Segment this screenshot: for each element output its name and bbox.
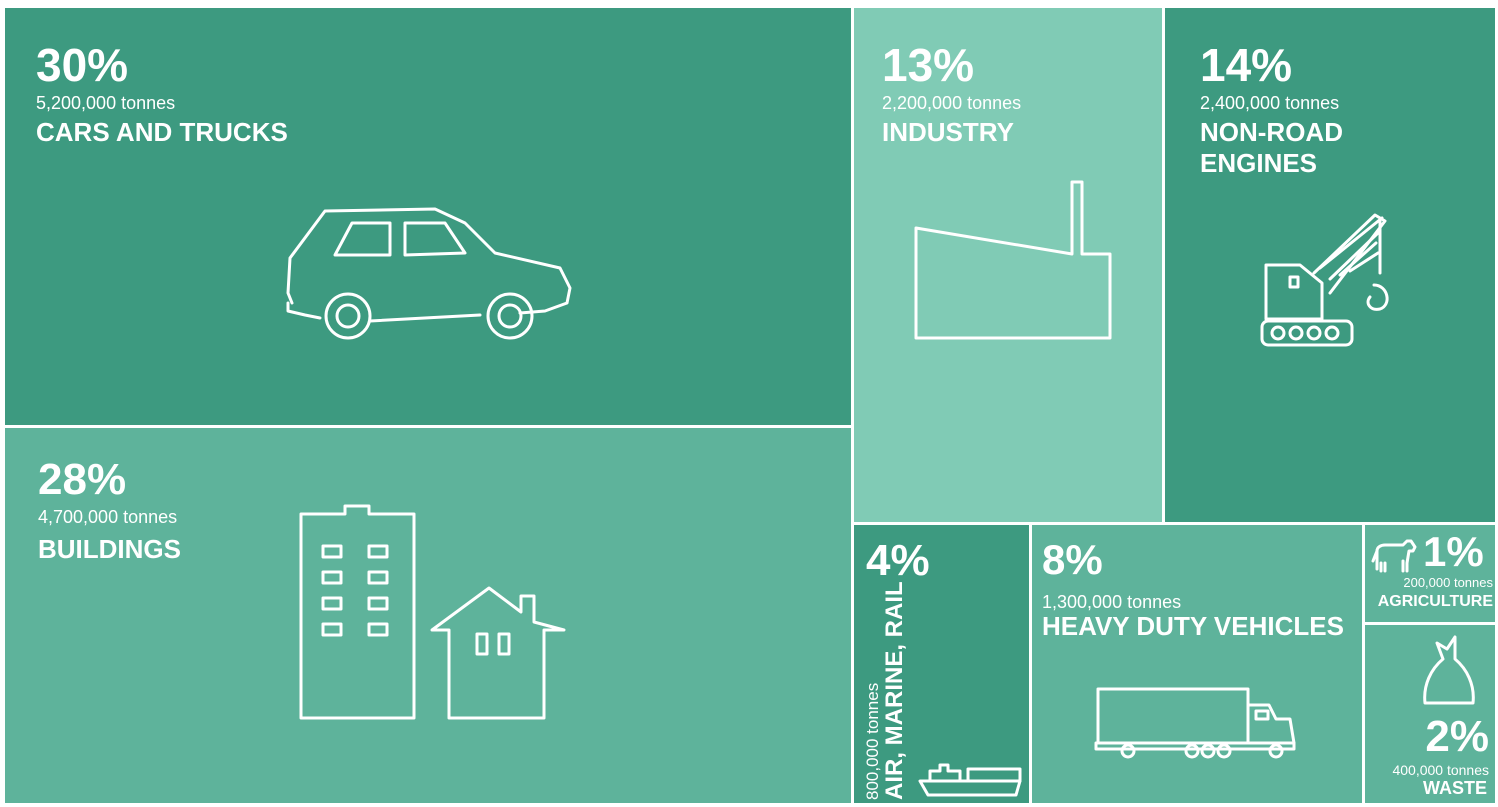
buildings-icon [299,504,566,720]
crane-icon [1260,213,1389,347]
tile-agriculture: 1% 200,000 tonnes AGRICULTURE [1365,525,1495,622]
category-label: WASTE [1422,778,1487,798]
percent-label: 30% [36,39,129,91]
factory-icon [914,180,1112,340]
garbage-bag-icon [1423,635,1475,705]
percent-label: 1% [1423,528,1484,575]
tonnes-label: 200,000 tonnes [1403,575,1493,590]
truck-icon [1094,687,1296,759]
tile-industry: 13% 2,200,000 tonnes INDUSTRY [854,8,1162,522]
tonnes-label: 1,300,000 tonnes [1042,592,1182,612]
tile-air-marine-rail: 4% 800,000 tonnes AIR, MARINE, RAIL [854,525,1029,803]
ship-icon [918,763,1022,797]
percent-label: 13% [882,39,975,91]
percent-label: 28% [38,455,127,504]
tile-heavy-duty-vehicles: 8% 1,300,000 tonnes HEAVY DUTY VEHICLES [1032,525,1362,803]
tile-cars-and-trucks: 30% 5,200,000 tonnes CARS AND TRUCKS [5,8,851,425]
category-label: INDUSTRY [882,116,1014,147]
tile-non-road-engines: 14% 2,400,000 tonnes NON-ROAD ENGINES [1165,8,1495,522]
percent-label: 8% [1042,536,1103,583]
percent-label: 14% [1200,39,1293,91]
category-label: BUILDINGS [38,533,181,564]
tonnes-label: 2,200,000 tonnes [882,93,1022,113]
percent-label: 4% [866,536,930,585]
category-label: NON-ROAD ENGINES [1200,116,1343,178]
tile-waste: 2% 400,000 tonnes WASTE [1365,625,1495,803]
tonnes-label: 4,700,000 tonnes [38,507,178,527]
percent-label: 2% [1425,712,1489,761]
category-label: HEAVY DUTY VEHICLES [1042,610,1344,641]
tile-buildings: 28% 4,700,000 tonnes BUILDINGS [5,428,851,803]
tonnes-label: 400,000 tonnes [1392,762,1489,778]
tonnes-label: 5,200,000 tonnes [36,93,176,113]
car-icon [286,207,572,340]
category-label: AGRICULTURE [1377,593,1493,610]
category-label: AIR, MARINE, RAIL [880,581,908,800]
tonnes-label: 2,400,000 tonnes [1200,93,1340,113]
cow-icon [1371,539,1417,573]
category-label: CARS AND TRUCKS [36,116,288,147]
